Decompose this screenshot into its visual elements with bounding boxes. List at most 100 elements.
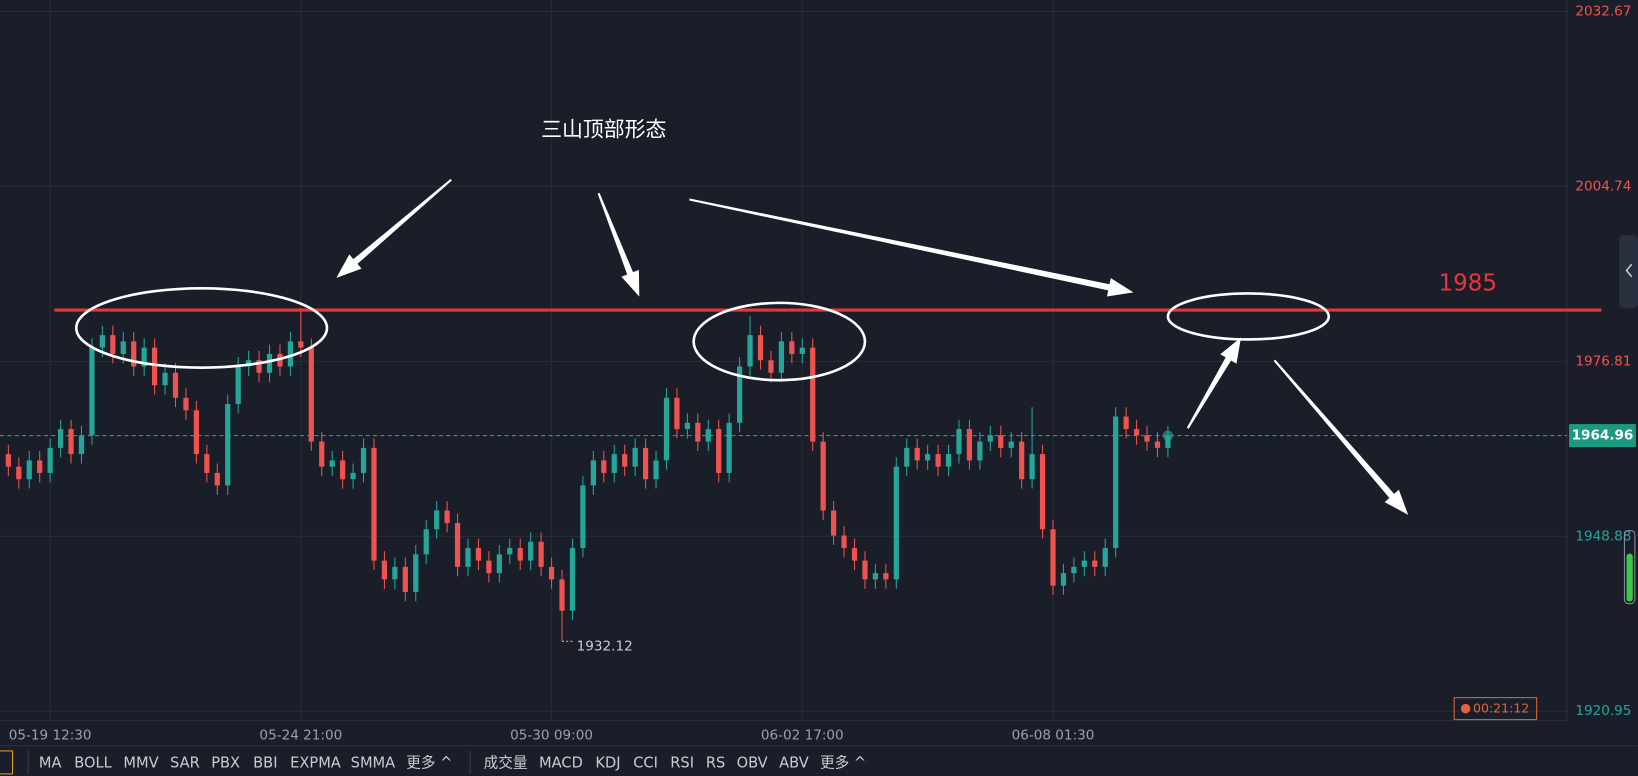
candle-body	[799, 347, 805, 354]
indicator-button[interactable]: 更多 ^	[406, 754, 452, 771]
candle-body	[329, 460, 335, 467]
candle-body	[225, 404, 231, 486]
indicator-button[interactable]: KDJ	[595, 754, 620, 771]
indicator-button[interactable]: CCI	[633, 754, 658, 771]
candle-body	[1144, 435, 1150, 442]
ellipse	[692, 301, 867, 382]
candle-body	[110, 335, 116, 354]
indicator-button[interactable]: BBI	[253, 754, 277, 771]
x-tick-label: 05-30 09:00	[510, 727, 593, 743]
candle-body	[1154, 441, 1161, 448]
candle-body	[1019, 441, 1025, 480]
candle-body	[266, 353, 273, 373]
candle-body	[580, 485, 586, 549]
indicator-button[interactable]: OBV	[737, 754, 768, 771]
candle-body	[183, 397, 189, 411]
candle-body	[611, 454, 617, 473]
indicator-button[interactable]: MA	[39, 754, 62, 771]
y-tick-label: 2004.74	[1575, 178, 1631, 194]
indicator-button[interactable]: RSI	[670, 754, 694, 771]
candle-body	[622, 454, 628, 467]
candle-body	[444, 510, 450, 524]
candle-body	[810, 347, 816, 442]
candle-body	[653, 460, 659, 480]
candle-body	[747, 335, 753, 367]
candle-body	[1071, 566, 1077, 574]
candle-body	[47, 447, 53, 473]
indicator-button[interactable]: ABV	[779, 754, 809, 771]
candle-body	[789, 341, 795, 354]
candle-body	[308, 347, 314, 442]
y-tick-label: 1920.95	[1575, 703, 1631, 719]
candle-body	[246, 360, 252, 367]
candle-body	[528, 541, 534, 561]
indicator-button[interactable]: 更多 ^	[820, 754, 866, 771]
indicator-button[interactable]: MMV	[123, 754, 158, 771]
candle-body	[423, 529, 429, 555]
candle-body	[893, 466, 899, 580]
x-tick-label: 05-24 21:00	[259, 727, 342, 743]
price-tag	[1569, 424, 1636, 448]
candle-body	[413, 554, 419, 592]
price-tag-text: 1964.96	[1572, 428, 1634, 444]
x-tick-label: 06-02 17:00	[761, 727, 844, 743]
toolbar-items: MA BOLL MMV SAR PBX BBI EXPMA SMMA 更多 ^ 成交量 MACD KD…	[39, 753, 866, 771]
candle-body	[340, 460, 346, 480]
indicator-button[interactable]: RS	[706, 754, 725, 771]
indicator-button[interactable]: PBX	[211, 754, 240, 771]
candle-body	[1081, 560, 1087, 567]
side-tab-icon[interactable]	[1625, 263, 1633, 278]
candle-body	[162, 372, 168, 386]
candle-body	[465, 548, 471, 567]
candle-body	[1039, 454, 1046, 530]
candle-body	[998, 435, 1004, 448]
clock-icon	[1460, 703, 1471, 714]
candle-body	[559, 579, 565, 611]
arrow	[689, 198, 1134, 297]
y-tick-label: 1976.81	[1575, 353, 1631, 369]
indicator-button[interactable]: BOLL	[74, 754, 112, 771]
candle-body	[674, 397, 680, 430]
candle-body	[548, 566, 555, 580]
indicator-button[interactable]: MACD	[539, 754, 583, 771]
candle-body	[235, 366, 241, 405]
candle-body	[26, 460, 32, 480]
candle-body	[89, 347, 95, 436]
candle-body	[1092, 560, 1098, 567]
overlay: 三山顶部形态	[74, 118, 1331, 382]
candle-body	[1060, 573, 1067, 586]
candle-body	[632, 447, 638, 467]
indicator-button[interactable]: EXPMA	[290, 754, 341, 771]
candle-body	[131, 341, 137, 367]
candle-body	[1029, 454, 1035, 480]
price-dot	[1162, 430, 1174, 441]
indicator-button[interactable]: SAR	[170, 754, 200, 771]
toolbar	[0, 750, 471, 775]
candle-body	[350, 472, 356, 480]
candle-body	[590, 460, 596, 486]
candle-body	[956, 429, 962, 455]
candle-body	[925, 454, 931, 461]
countdown-text: 00:21:12	[1473, 701, 1529, 716]
candle-body	[1050, 529, 1056, 586]
candle-body	[517, 548, 523, 561]
candle-body	[454, 523, 461, 567]
candle-body	[695, 422, 701, 442]
candle-body	[841, 535, 847, 549]
toolbar-button[interactable]	[0, 750, 14, 775]
ellipse	[1166, 292, 1331, 341]
candle-body	[1123, 416, 1129, 430]
candle-body	[204, 454, 210, 473]
arrow	[597, 192, 640, 297]
indicator-button[interactable]: SMMA	[351, 754, 395, 771]
candle-body	[987, 435, 993, 442]
candle-body	[820, 441, 826, 511]
indicator-button[interactable]: 成交量	[484, 753, 528, 771]
candle-body	[872, 573, 879, 580]
candle-body	[392, 566, 398, 580]
candle-body	[1008, 441, 1014, 448]
candle-body	[538, 541, 544, 567]
